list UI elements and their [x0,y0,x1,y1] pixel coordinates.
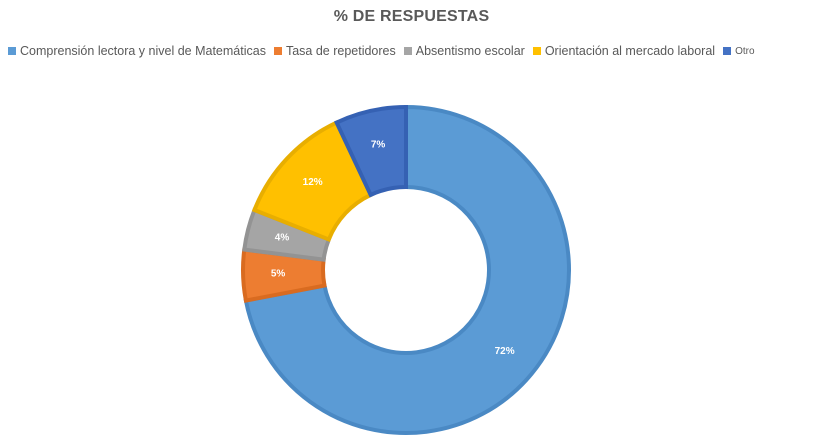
legend-label: Comprensión lectora y nivel de Matemátic… [20,44,266,58]
legend-item-absentismo: Absentismo escolar [403,44,525,58]
data-label-otro: 7% [371,140,386,151]
donut-slice-otro [333,104,408,198]
data-label-repetidores: 5% [271,269,286,280]
donut-data-labels: 72% 5% 4% 12% 7% [271,140,515,358]
chart-legend: Comprensión lectora y nivel de Matemátic… [8,44,823,58]
data-label-orientacion: 12% [303,177,323,188]
legend-label: Orientación al mercado laboral [544,44,716,58]
legend-swatch [273,47,282,55]
data-label-absentismo: 4% [275,233,290,244]
chart-title: % DE RESPUESTAS [333,8,490,25]
donut-slices [241,104,571,435]
legend-item-repetidores: Tasa de repetidores [273,44,396,58]
legend-item-otro: Otro [723,45,755,57]
legend-label: Absentismo escolar [415,44,525,58]
legend-swatch [532,47,541,55]
legend-item-comprension: Comprensión lectora y nivel de Matemátic… [8,44,266,58]
legend-item-orientacion: Orientación al mercado laboral [532,44,716,58]
donut-slice-comprension [243,104,571,435]
data-label-comprension: 72% [495,346,515,357]
legend-label: Tasa de repetidores [285,44,396,58]
legend-swatch [723,47,732,55]
legend-swatch [403,47,412,55]
legend-swatch [8,47,16,55]
legend-label: Otro [735,45,755,57]
